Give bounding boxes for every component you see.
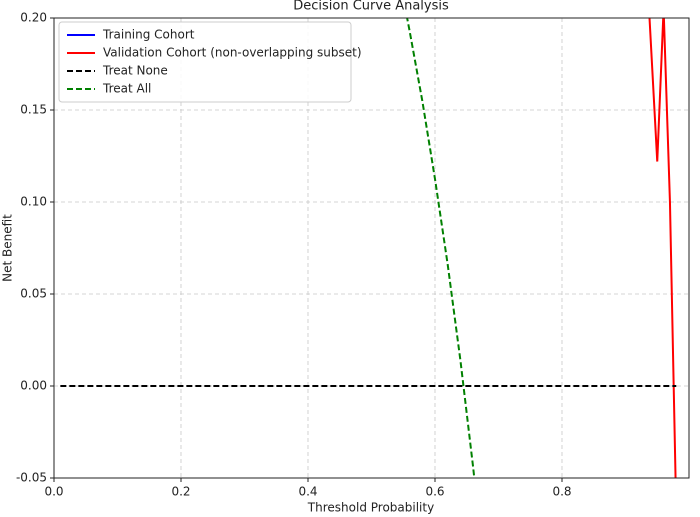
x-tick-label: 0.4 bbox=[298, 485, 317, 499]
x-tick-label: 0.2 bbox=[171, 485, 190, 499]
y-tick-label: 0.00 bbox=[20, 379, 47, 393]
chart-title: Decision Curve Analysis bbox=[293, 0, 449, 14]
legend-label: Training Cohort bbox=[102, 28, 195, 42]
y-tick-label: 0.20 bbox=[20, 11, 47, 25]
plot-area bbox=[60, 18, 677, 478]
x-tick-label: 0.0 bbox=[44, 485, 63, 499]
plot-frame bbox=[53, 17, 690, 479]
y-axis-label: Net Benefit bbox=[1, 214, 15, 282]
x-axis-label: Threshold Probability bbox=[307, 501, 434, 515]
x-tick-label: 0.8 bbox=[552, 485, 571, 499]
y-tick-label: 0.15 bbox=[20, 103, 47, 117]
legend-box bbox=[58, 21, 352, 103]
legend-label: Treat All bbox=[102, 82, 151, 96]
y-tick-label: 0.10 bbox=[20, 195, 47, 209]
legend-label: Validation Cohort (non-overlapping subse… bbox=[103, 46, 362, 60]
x-tick-label: 0.6 bbox=[425, 485, 444, 499]
legend-label: Treat None bbox=[102, 64, 168, 78]
y-tick-label: -0.05 bbox=[16, 471, 47, 485]
series-line bbox=[406, 18, 476, 478]
series-line bbox=[648, 18, 677, 478]
y-tick-label: 0.05 bbox=[20, 287, 47, 301]
